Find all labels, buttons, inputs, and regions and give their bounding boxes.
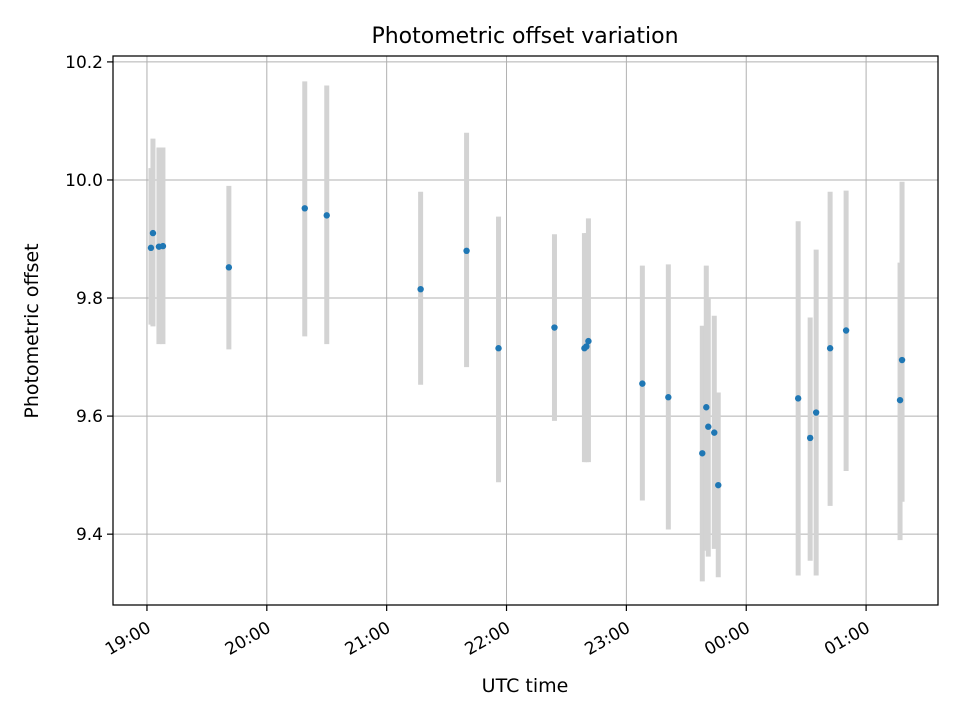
data-point [495,345,502,352]
x-tick-label: 22:00 [462,618,514,660]
data-point [898,356,906,364]
data-point [711,429,718,436]
chart-title: Photometric offset variation [371,24,678,49]
x-tick-label: 01:00 [821,618,873,660]
y-tick-label: 9.4 [76,525,103,545]
data-point [463,247,470,255]
data-point [715,481,722,489]
data-point [639,380,646,387]
point-layer [147,205,906,489]
data-point [794,395,802,402]
data-point [812,409,820,416]
data-point [149,229,157,237]
data-point [225,264,233,271]
tick-layer: 19:00 20:00 21:00 22:00 23:00 00:00 01:00 9.4 9.… [65,53,873,660]
data-point [665,394,672,401]
y-axis-label: Photometric offset [21,243,43,418]
y-tick-label: 9.8 [76,289,103,309]
data-point [705,423,712,430]
data-point [699,450,706,457]
x-tick-label: 19:00 [102,618,154,660]
data-point [147,244,155,252]
x-tick-label: 00:00 [701,618,753,660]
data-point [301,205,308,212]
data-point [583,343,590,350]
x-tick-label: 21:00 [342,618,394,660]
data-point [896,396,904,404]
data-point [826,345,834,352]
y-tick-label: 10.0 [65,171,103,191]
x-axis-label: UTC time [482,675,569,697]
data-point [417,285,424,293]
data-point [703,404,710,411]
y-tick-label: 9.6 [76,407,103,427]
data-point [806,434,814,442]
x-tick-label: 20:00 [222,618,274,660]
plot-frame [112,55,939,606]
data-point [551,324,558,331]
errorbar-layer [148,81,905,582]
y-tick-label: 10.2 [65,53,103,73]
data-point [842,327,850,334]
data-point [159,242,167,250]
data-point [323,212,330,219]
data-point [585,337,592,345]
x-tick-label: 23:00 [581,618,633,660]
